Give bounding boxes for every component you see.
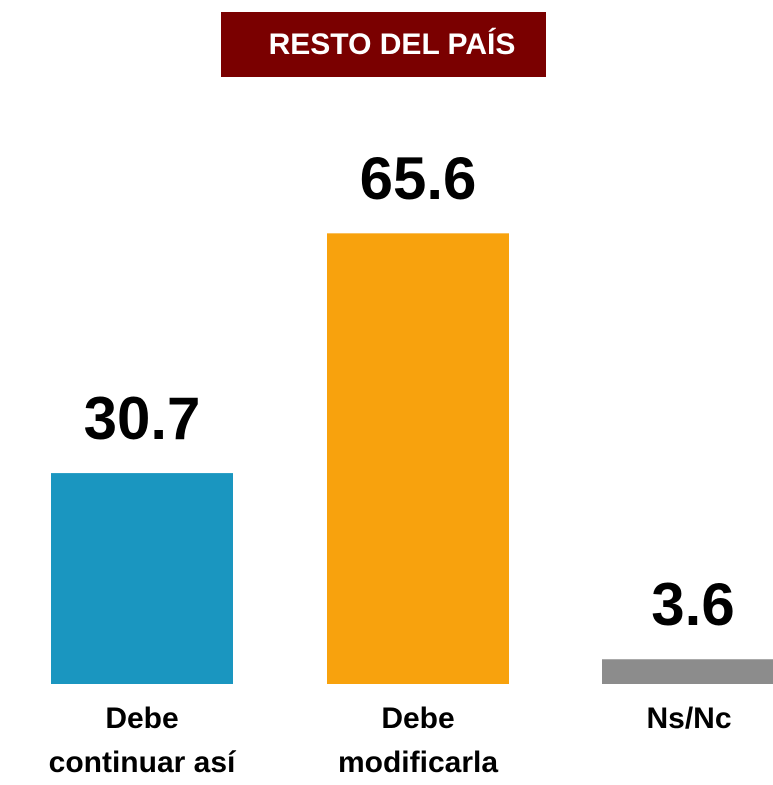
category-label: Debe modificarla <box>337 702 499 779</box>
category-label: Debe continuar así <box>48 702 236 779</box>
title-box <box>221 12 546 77</box>
chart-title: RESTO DEL PAÍS <box>269 27 516 61</box>
category-label: Ns/Nc <box>646 702 732 735</box>
value-label: 65.6 <box>360 145 477 212</box>
bar <box>51 473 233 684</box>
value-label: 30.7 <box>84 385 201 452</box>
bar <box>602 659 773 684</box>
value-label: 3.6 <box>651 571 734 638</box>
bar <box>327 233 509 684</box>
